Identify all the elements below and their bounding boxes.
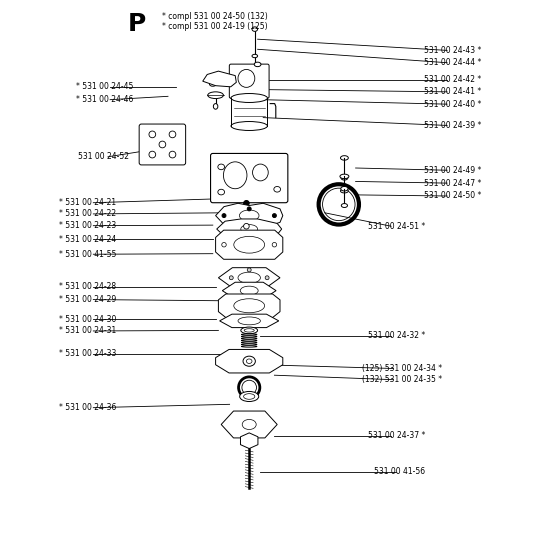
Text: 531 00 24-41 *: 531 00 24-41 * xyxy=(424,87,482,96)
Ellipse shape xyxy=(265,276,269,279)
Ellipse shape xyxy=(248,221,251,224)
Text: * 531 00 24-23: * 531 00 24-23 xyxy=(59,221,116,230)
Ellipse shape xyxy=(240,391,259,402)
Text: * 531 00 24-31: * 531 00 24-31 xyxy=(59,326,116,335)
Text: 531 00 24-43 *: 531 00 24-43 * xyxy=(424,46,482,55)
Text: * 531 00 24-30: * 531 00 24-30 xyxy=(59,315,116,324)
Text: * 531 00 24-21: * 531 00 24-21 xyxy=(59,198,116,207)
Polygon shape xyxy=(218,294,280,318)
Ellipse shape xyxy=(248,207,251,211)
Text: 531 00 41-56: 531 00 41-56 xyxy=(375,467,426,476)
Ellipse shape xyxy=(208,92,223,99)
Text: * 531 00 24-24: * 531 00 24-24 xyxy=(59,235,116,244)
Text: * 531 00 24-36: * 531 00 24-36 xyxy=(59,403,116,412)
Polygon shape xyxy=(216,349,283,373)
Text: 531 00 24-32 *: 531 00 24-32 * xyxy=(368,332,426,340)
Text: 531 00 24-37 *: 531 00 24-37 * xyxy=(368,431,426,440)
Ellipse shape xyxy=(244,200,249,206)
Text: * 531 00 41-55: * 531 00 41-55 xyxy=(59,250,116,259)
Text: * 531 00 24-28: * 531 00 24-28 xyxy=(59,282,116,291)
Text: 531 00 24-39 *: 531 00 24-39 * xyxy=(424,121,482,130)
Polygon shape xyxy=(217,219,282,239)
Ellipse shape xyxy=(252,54,258,58)
Text: 531 00 24-49 *: 531 00 24-49 * xyxy=(424,166,482,175)
Ellipse shape xyxy=(218,164,225,170)
Text: * 531 00 24-22: * 531 00 24-22 xyxy=(59,209,116,218)
Ellipse shape xyxy=(272,242,277,247)
Ellipse shape xyxy=(248,284,251,288)
FancyBboxPatch shape xyxy=(230,64,269,99)
Ellipse shape xyxy=(222,214,226,218)
Polygon shape xyxy=(216,230,283,259)
Polygon shape xyxy=(218,268,280,288)
Text: (125) 531 00 24-34 *: (125) 531 00 24-34 * xyxy=(362,364,442,373)
Ellipse shape xyxy=(254,62,261,67)
Ellipse shape xyxy=(231,122,268,130)
Ellipse shape xyxy=(218,189,225,195)
Polygon shape xyxy=(221,411,277,438)
Ellipse shape xyxy=(222,242,226,247)
Ellipse shape xyxy=(244,223,249,229)
Ellipse shape xyxy=(213,104,218,109)
Ellipse shape xyxy=(272,214,276,218)
Polygon shape xyxy=(222,282,276,299)
Text: P: P xyxy=(128,12,146,36)
Text: * 531 00 24-46: * 531 00 24-46 xyxy=(76,95,133,104)
Text: 531 00 24-51 *: 531 00 24-51 * xyxy=(368,222,426,231)
Text: 531 00 24-50 *: 531 00 24-50 * xyxy=(424,192,482,200)
Polygon shape xyxy=(220,314,279,328)
Ellipse shape xyxy=(209,82,216,86)
Ellipse shape xyxy=(248,268,251,272)
Ellipse shape xyxy=(243,356,255,366)
Text: (132) 531 00 24-35 *: (132) 531 00 24-35 * xyxy=(362,375,442,384)
Ellipse shape xyxy=(340,189,348,193)
Polygon shape xyxy=(203,71,236,87)
FancyBboxPatch shape xyxy=(211,153,288,203)
Ellipse shape xyxy=(241,327,258,334)
Polygon shape xyxy=(216,203,283,228)
Text: * compl 531 00 24-19 (125): * compl 531 00 24-19 (125) xyxy=(162,22,268,31)
Polygon shape xyxy=(240,433,258,449)
Text: * compl 531 00 24-50 (132): * compl 531 00 24-50 (132) xyxy=(162,12,268,21)
Ellipse shape xyxy=(252,27,258,31)
Ellipse shape xyxy=(340,174,349,179)
Text: 531 00 24-44 *: 531 00 24-44 * xyxy=(424,58,482,67)
Text: 531 00 24-42 *: 531 00 24-42 * xyxy=(424,75,482,84)
Text: 531 00 24-47 *: 531 00 24-47 * xyxy=(424,179,482,188)
Ellipse shape xyxy=(341,176,348,180)
Text: * 531 00 24-45: * 531 00 24-45 xyxy=(76,82,133,91)
Ellipse shape xyxy=(341,204,347,207)
Text: * 531 00 24-33: * 531 00 24-33 xyxy=(59,349,116,358)
Ellipse shape xyxy=(340,186,348,191)
Text: 531 00 24-40 *: 531 00 24-40 * xyxy=(424,100,482,109)
Ellipse shape xyxy=(231,94,268,102)
FancyBboxPatch shape xyxy=(139,124,186,165)
Text: * 531 00 24-29: * 531 00 24-29 xyxy=(59,295,116,304)
Text: 531 00 24-52: 531 00 24-52 xyxy=(78,152,129,161)
Ellipse shape xyxy=(340,156,348,160)
Ellipse shape xyxy=(274,186,281,192)
Ellipse shape xyxy=(230,276,234,279)
